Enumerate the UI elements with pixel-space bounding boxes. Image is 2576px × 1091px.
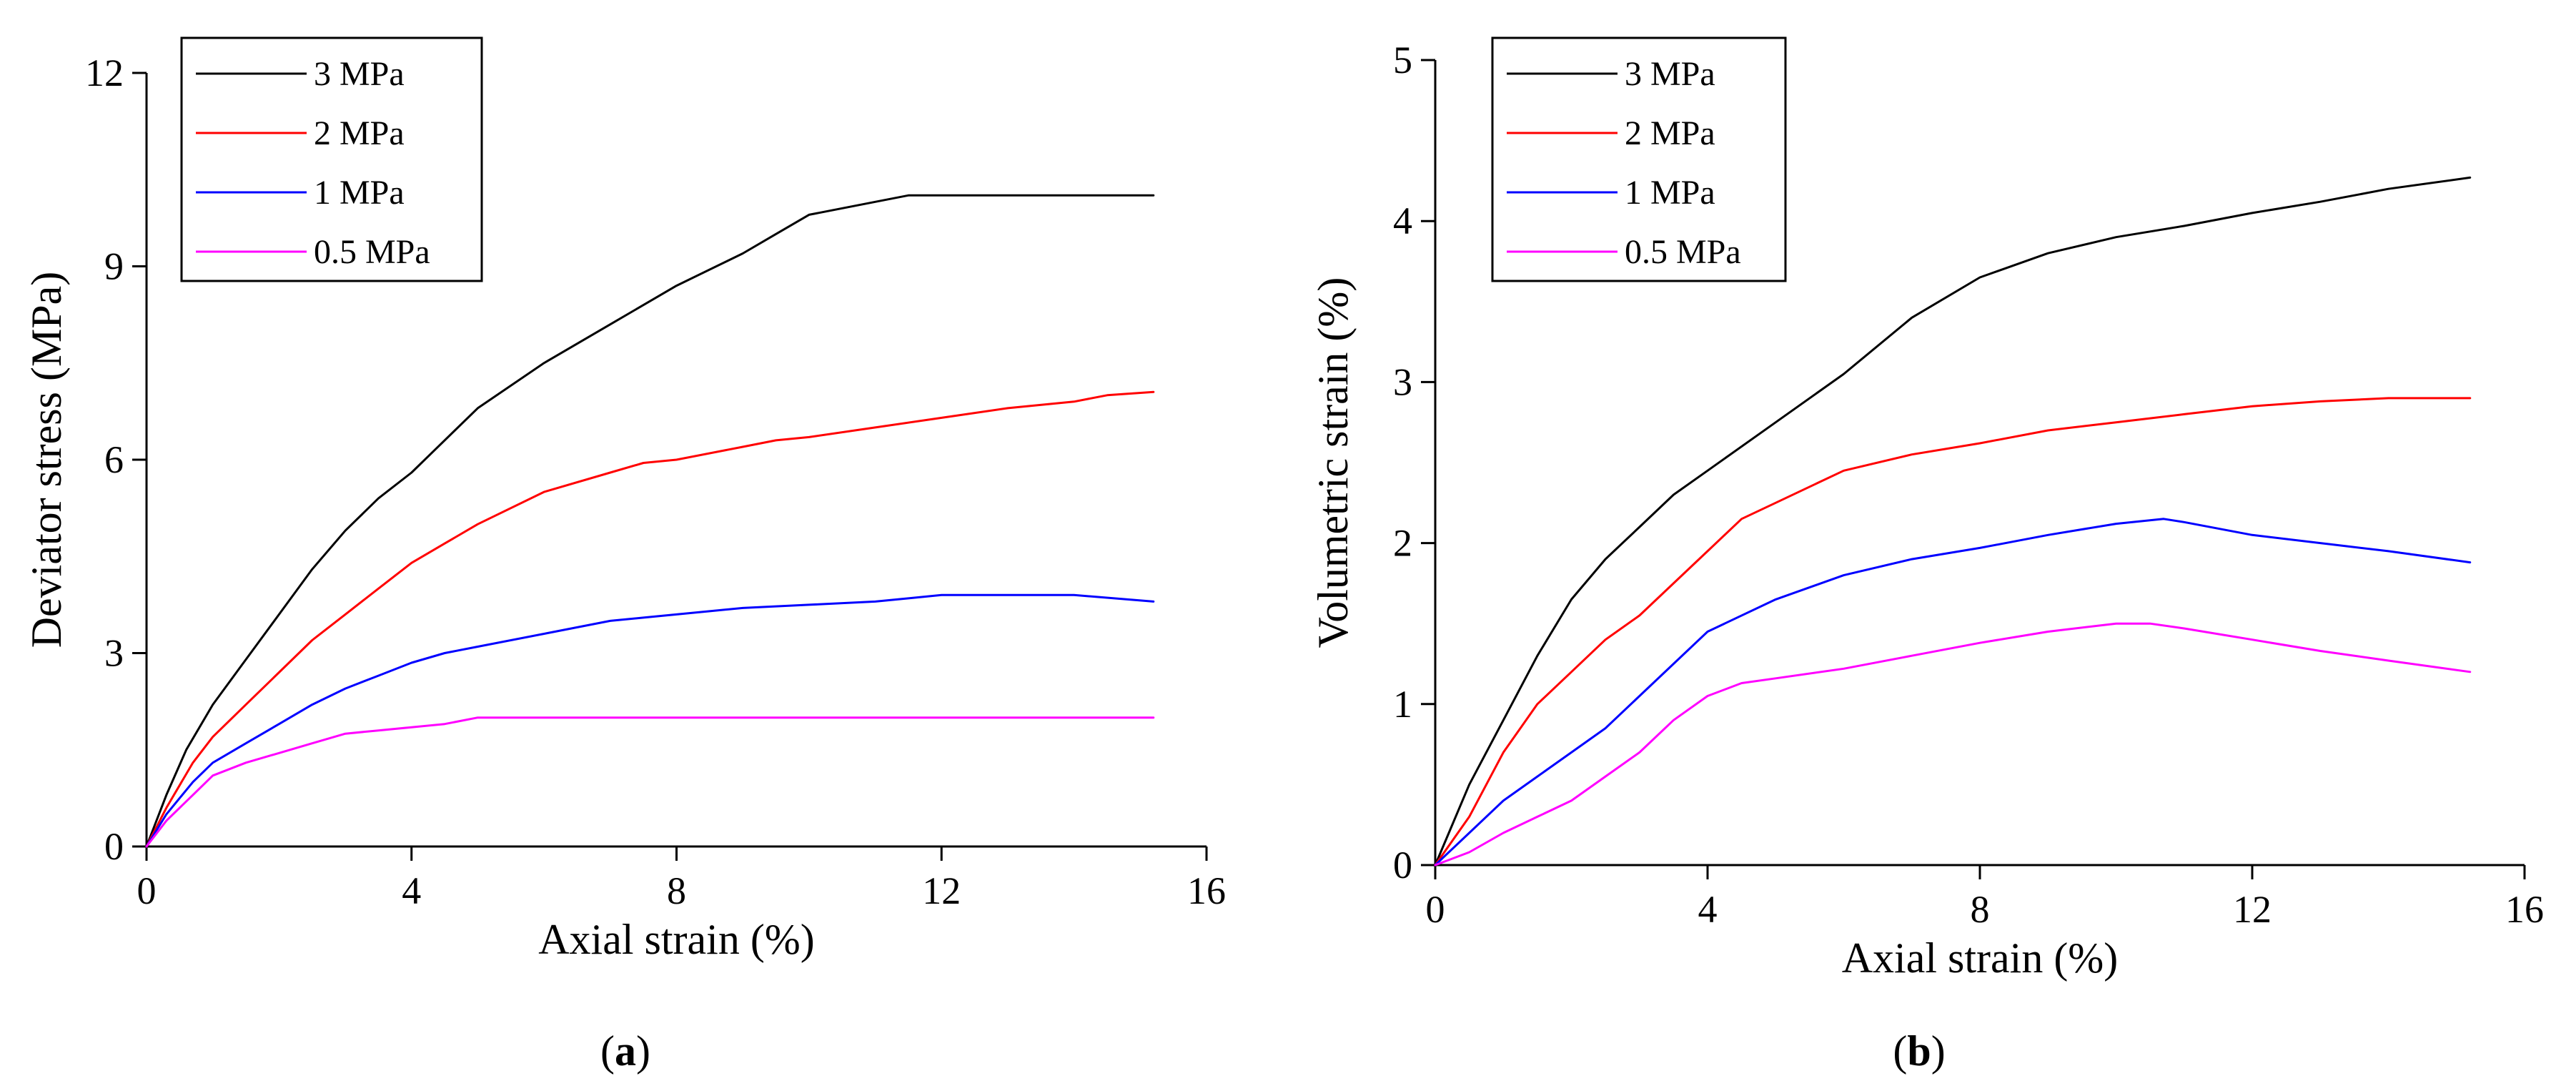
y-tick-label: 9	[104, 245, 124, 288]
y-tick-label: 12	[85, 51, 124, 94]
x-axis-title: Axial strain (%)	[538, 916, 815, 963]
series-line-0-5-mpa	[145, 716, 1155, 848]
x-tick-label: 4	[1698, 888, 1718, 931]
x-axis-title: Axial strain (%)	[1842, 934, 2119, 982]
legend: 3 MPa 2 MPa 1 MPa 0.5 MPa	[180, 36, 483, 282]
legend-label: 1 MPa	[314, 174, 405, 212]
series-line-2-mpa	[1434, 397, 2472, 867]
series-line-0-5-mpa	[1434, 622, 2472, 867]
x-tick-label: 8	[1971, 888, 1990, 931]
y-tick-label: 3	[104, 632, 124, 675]
legend-label: 2 MPa	[314, 114, 405, 152]
legend: 3 MPa 2 MPa 1 MPa 0.5 MPa	[1491, 36, 1787, 282]
series-line-3-mpa	[145, 194, 1155, 848]
x-tick-label: 12	[922, 869, 961, 912]
y-tick-label: 2	[1393, 522, 1412, 565]
legend-label: 3 MPa	[1625, 55, 1715, 93]
panel-label: (a)	[600, 1027, 650, 1075]
y-axis-title: Deviator stress (MPa)	[23, 272, 70, 648]
series-line-3-mpa	[1434, 176, 2472, 867]
series-line-1-mpa	[145, 593, 1155, 848]
y-tick-label: 1	[1393, 683, 1412, 726]
x-tick-label: 8	[667, 869, 686, 912]
y-tick-label: 4	[1393, 199, 1412, 242]
x-tick-label: 4	[402, 869, 421, 912]
y-axis-title: Volumetric strain (%)	[1309, 277, 1357, 648]
y-tick-label: 6	[104, 438, 124, 481]
legend-label: 1 MPa	[1625, 174, 1715, 212]
series-line-1-mpa	[1434, 518, 2472, 867]
panel-label: (b)	[1893, 1027, 1945, 1075]
y-tick-label: 3	[1393, 360, 1412, 403]
y-tick-label: 0	[104, 825, 124, 868]
x-tick-label: 16	[1187, 869, 1226, 912]
y-tick-label: 5	[1393, 39, 1412, 82]
x-tick-label: 16	[2505, 888, 2544, 931]
x-tick-label: 0	[137, 869, 157, 912]
y-tick-label: 0	[1393, 844, 1412, 887]
legend-box	[180, 36, 483, 282]
legend-label: 2 MPa	[1625, 114, 1715, 152]
legend-label: 0.5 MPa	[314, 233, 430, 271]
legend-label: 3 MPa	[314, 55, 405, 93]
panel-a: 0 4 8 12 16 0 3 6 9 12 Axial strain (%) Deviator st…	[23, 36, 1226, 1075]
x-tick-label: 12	[2233, 888, 2272, 931]
panel-label-letter: b	[1907, 1027, 1931, 1075]
x-tick-label: 0	[1426, 888, 1445, 931]
panel-label-letter: a	[615, 1027, 636, 1075]
series-line-2-mpa	[145, 390, 1155, 848]
legend-box	[1491, 36, 1787, 282]
legend-label: 0.5 MPa	[1625, 233, 1741, 271]
